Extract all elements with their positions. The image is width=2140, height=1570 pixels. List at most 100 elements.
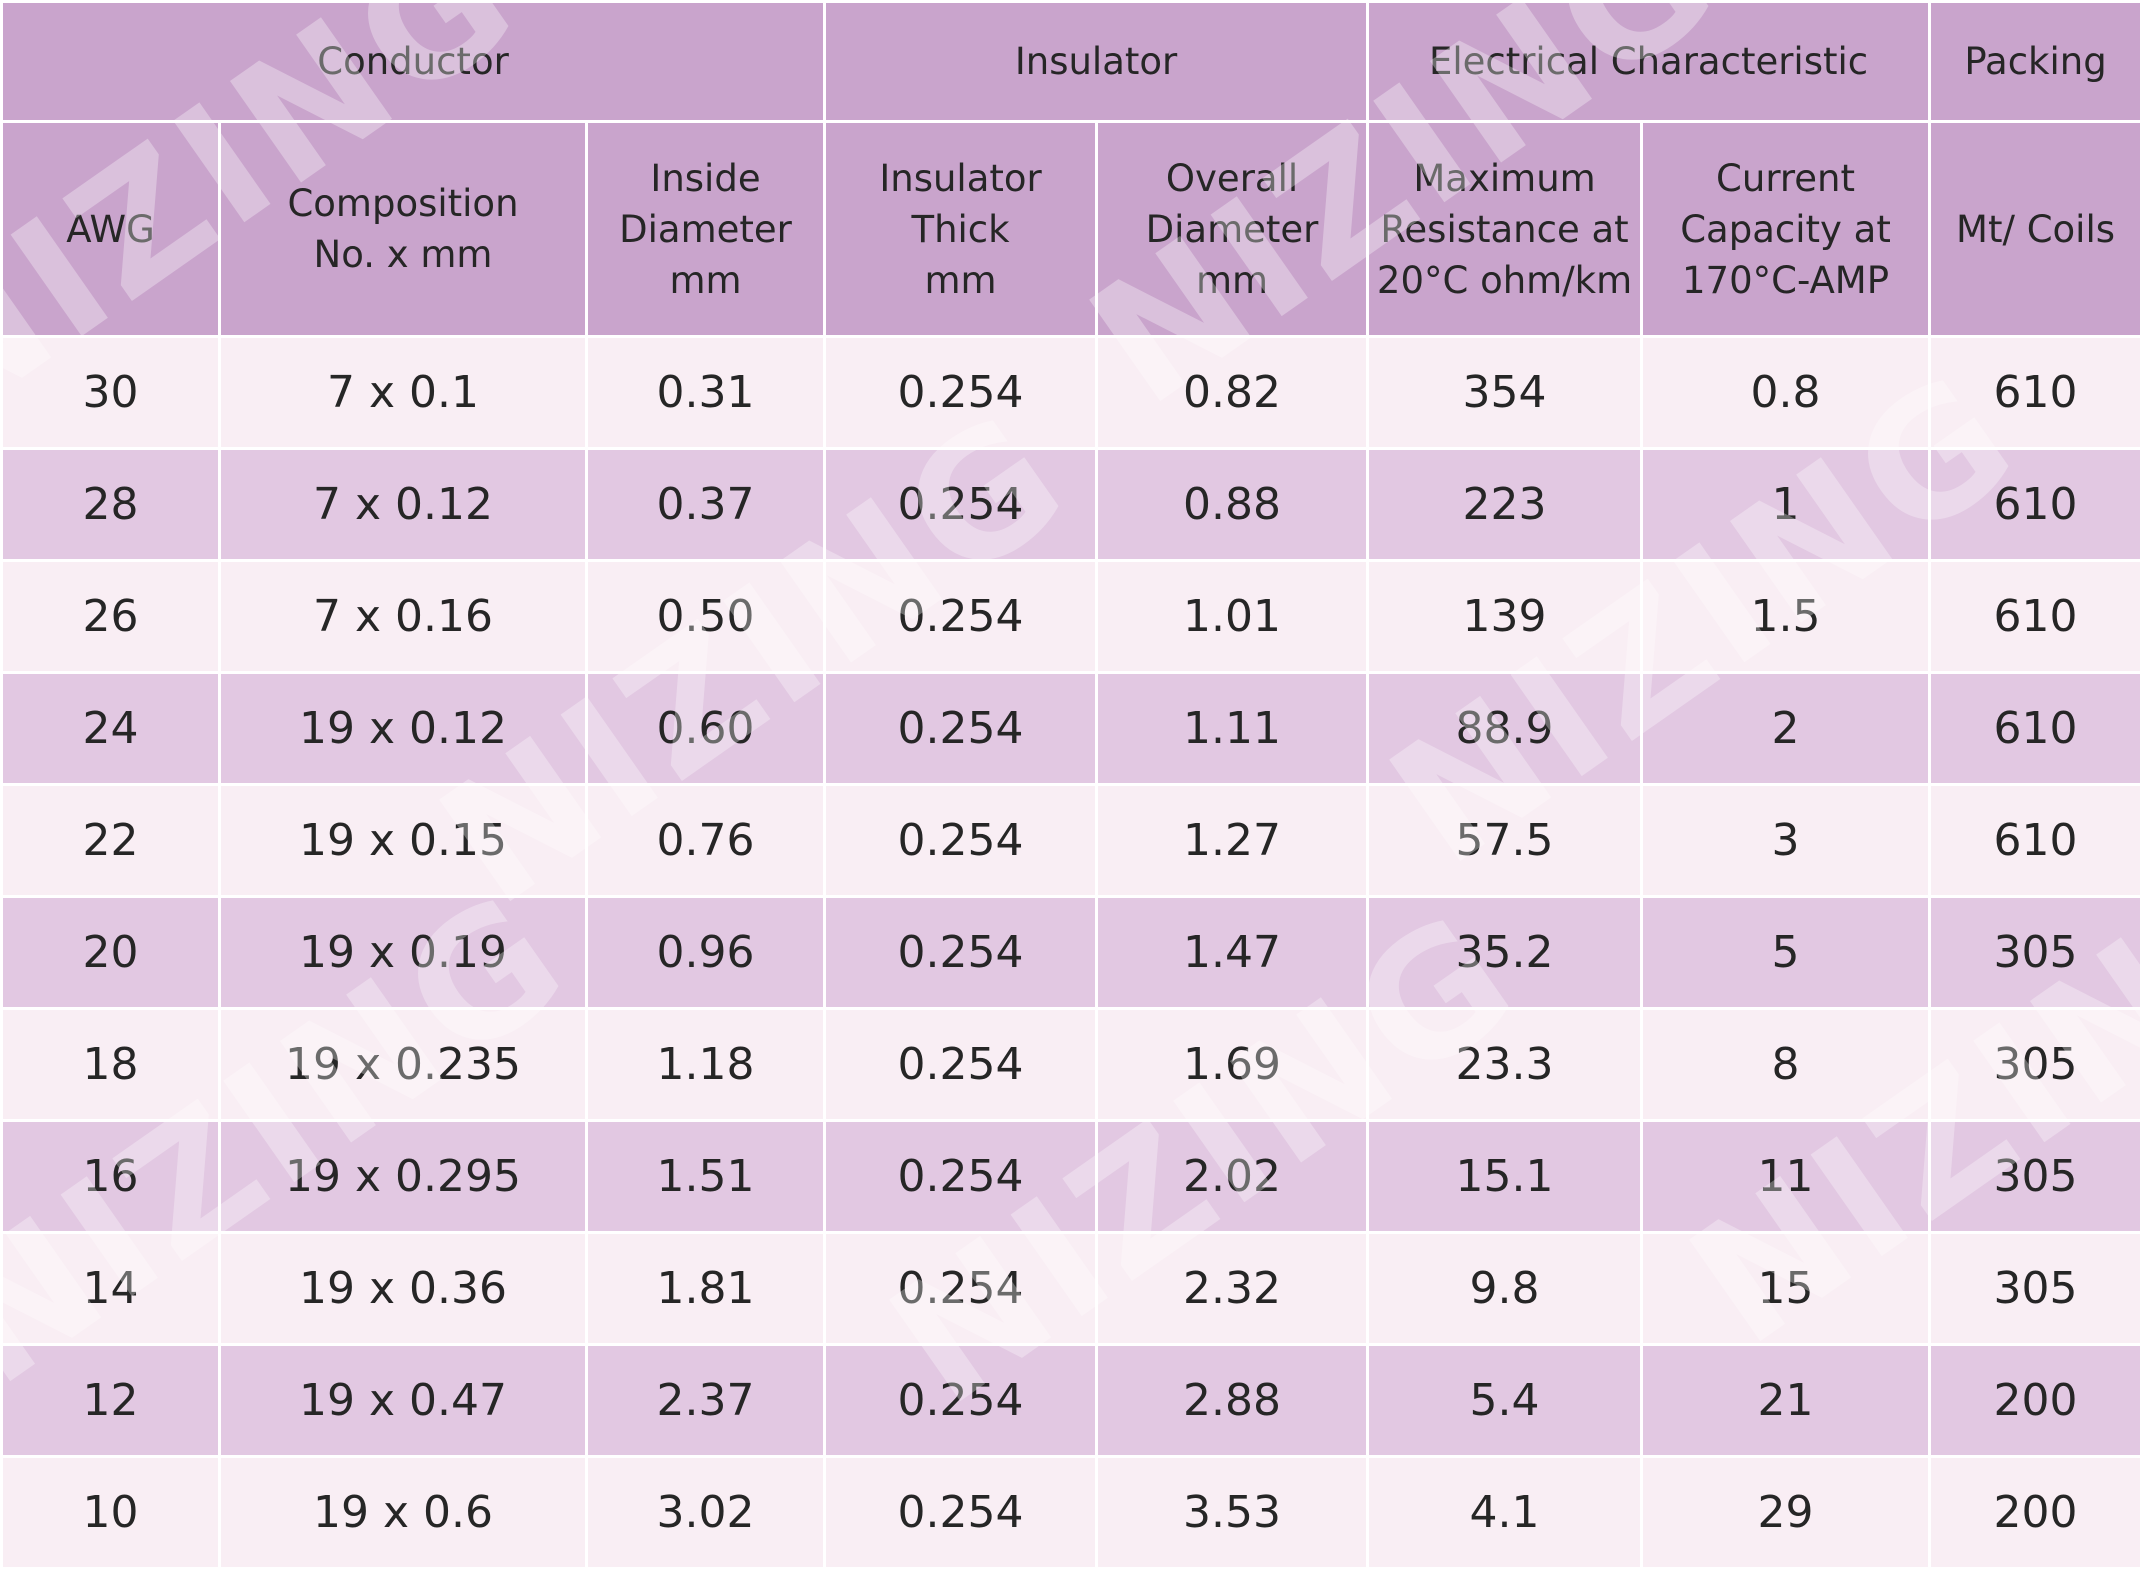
col-awg: AWG [2, 122, 220, 337]
cell-current-capacity: 15 [1642, 1233, 1930, 1345]
cell-insulator-thick: 0.254 [825, 897, 1097, 1009]
col-awg-label: AWG [3, 204, 218, 255]
cell-current-capacity: 1.5 [1642, 561, 1930, 673]
cell-overall-diameter: 1.01 [1097, 561, 1368, 673]
cell-max-resistance: 5.4 [1368, 1345, 1642, 1457]
cell-current-capacity: 3 [1642, 785, 1930, 897]
cell-max-resistance: 4.1 [1368, 1457, 1642, 1569]
cell-overall-diameter: 2.32 [1097, 1233, 1368, 1345]
cell-composition: 19 x 0.36 [220, 1233, 587, 1345]
cell-mt-coils: 610 [1930, 561, 2140, 673]
cell-inside-diameter: 0.31 [587, 337, 825, 449]
cell-overall-diameter: 2.02 [1097, 1121, 1368, 1233]
cell-insulator-thick: 0.254 [825, 1009, 1097, 1121]
cell-max-resistance: 23.3 [1368, 1009, 1642, 1121]
cell-awg: 30 [2, 337, 220, 449]
cell-composition: 19 x 0.15 [220, 785, 587, 897]
cell-current-capacity: 8 [1642, 1009, 1930, 1121]
cell-composition: 7 x 0.1 [220, 337, 587, 449]
cell-mt-coils: 200 [1930, 1345, 2140, 1457]
col-mt-coils: Mt/ Coils [1930, 122, 2140, 337]
col-max-resistance-label: Maximum Resistance at 20°C ohm/km [1369, 153, 1640, 306]
col-inside-diameter: Inside Diameter mm [587, 122, 825, 337]
cell-awg: 10 [2, 1457, 220, 1569]
group-electrical: Electrical Characteristic [1368, 2, 1930, 122]
table-row: 10 19 x 0.6 3.02 0.254 3.53 4.1 29 200 [2, 1457, 2140, 1569]
cell-mt-coils: 305 [1930, 897, 2140, 1009]
cell-insulator-thick: 0.254 [825, 1345, 1097, 1457]
table-row: 28 7 x 0.12 0.37 0.254 0.88 223 1 610 [2, 449, 2140, 561]
cell-insulator-thick: 0.254 [825, 673, 1097, 785]
cell-max-resistance: 9.8 [1368, 1233, 1642, 1345]
cell-max-resistance: 88.9 [1368, 673, 1642, 785]
col-overall-diameter-label: Overall Diameter mm [1098, 153, 1366, 306]
cell-awg: 22 [2, 785, 220, 897]
cell-max-resistance: 15.1 [1368, 1121, 1642, 1233]
cell-overall-diameter: 1.47 [1097, 897, 1368, 1009]
cell-composition: 19 x 0.19 [220, 897, 587, 1009]
cell-current-capacity: 2 [1642, 673, 1930, 785]
table-row: 20 19 x 0.19 0.96 0.254 1.47 35.2 5 305 [2, 897, 2140, 1009]
cell-insulator-thick: 0.254 [825, 1121, 1097, 1233]
cell-composition: 19 x 0.295 [220, 1121, 587, 1233]
cell-mt-coils: 200 [1930, 1457, 2140, 1569]
cell-inside-diameter: 1.51 [587, 1121, 825, 1233]
column-header-row: AWG Composition No. x mm Inside Diameter… [2, 122, 2140, 337]
cell-awg: 18 [2, 1009, 220, 1121]
cell-overall-diameter: 2.88 [1097, 1345, 1368, 1457]
col-insulator-thick-label: Insulator Thick mm [826, 153, 1095, 306]
cell-mt-coils: 610 [1930, 449, 2140, 561]
group-header-row: Conductor Insulator Electrical Character… [2, 2, 2140, 122]
cell-composition: 7 x 0.12 [220, 449, 587, 561]
cell-overall-diameter: 1.27 [1097, 785, 1368, 897]
cell-overall-diameter: 1.11 [1097, 673, 1368, 785]
cell-inside-diameter: 0.37 [587, 449, 825, 561]
table-row: 30 7 x 0.1 0.31 0.254 0.82 354 0.8 610 [2, 337, 2140, 449]
cell-awg: 12 [2, 1345, 220, 1457]
cell-awg: 24 [2, 673, 220, 785]
col-current-capacity-label: Current Capacity at 170°C-AMP [1643, 153, 1928, 306]
col-composition: Composition No. x mm [220, 122, 587, 337]
cell-composition: 19 x 0.12 [220, 673, 587, 785]
cell-overall-diameter: 0.82 [1097, 337, 1368, 449]
table-row: 22 19 x 0.15 0.76 0.254 1.27 57.5 3 610 [2, 785, 2140, 897]
cell-insulator-thick: 0.254 [825, 561, 1097, 673]
col-current-capacity: Current Capacity at 170°C-AMP [1642, 122, 1930, 337]
group-packing: Packing [1930, 2, 2140, 122]
cell-overall-diameter: 0.88 [1097, 449, 1368, 561]
cell-current-capacity: 0.8 [1642, 337, 1930, 449]
cell-insulator-thick: 0.254 [825, 449, 1097, 561]
cell-current-capacity: 29 [1642, 1457, 1930, 1569]
col-mt-coils-label: Mt/ Coils [1931, 204, 2140, 255]
cell-mt-coils: 305 [1930, 1121, 2140, 1233]
cell-max-resistance: 223 [1368, 449, 1642, 561]
table-row: 14 19 x 0.36 1.81 0.254 2.32 9.8 15 305 [2, 1233, 2140, 1345]
cell-max-resistance: 354 [1368, 337, 1642, 449]
table-row: 12 19 x 0.47 2.37 0.254 2.88 5.4 21 200 [2, 1345, 2140, 1457]
cell-insulator-thick: 0.254 [825, 785, 1097, 897]
cell-inside-diameter: 0.76 [587, 785, 825, 897]
cell-composition: 19 x 0.235 [220, 1009, 587, 1121]
cell-max-resistance: 57.5 [1368, 785, 1642, 897]
cell-inside-diameter: 0.50 [587, 561, 825, 673]
table-row: 26 7 x 0.16 0.50 0.254 1.01 139 1.5 610 [2, 561, 2140, 673]
cell-current-capacity: 5 [1642, 897, 1930, 1009]
table-row: 16 19 x 0.295 1.51 0.254 2.02 15.1 11 30… [2, 1121, 2140, 1233]
cell-composition: 7 x 0.16 [220, 561, 587, 673]
cell-inside-diameter: 0.96 [587, 897, 825, 1009]
cell-inside-diameter: 1.81 [587, 1233, 825, 1345]
cell-awg: 16 [2, 1121, 220, 1233]
table-row: 24 19 x 0.12 0.60 0.254 1.11 88.9 2 610 [2, 673, 2140, 785]
group-insulator: Insulator [825, 2, 1368, 122]
cell-overall-diameter: 1.69 [1097, 1009, 1368, 1121]
cell-inside-diameter: 1.18 [587, 1009, 825, 1121]
cell-composition: 19 x 0.47 [220, 1345, 587, 1457]
cell-current-capacity: 1 [1642, 449, 1930, 561]
col-insulator-thick: Insulator Thick mm [825, 122, 1097, 337]
cell-inside-diameter: 3.02 [587, 1457, 825, 1569]
cell-max-resistance: 139 [1368, 561, 1642, 673]
cell-current-capacity: 21 [1642, 1345, 1930, 1457]
cell-awg: 28 [2, 449, 220, 561]
cell-composition: 19 x 0.6 [220, 1457, 587, 1569]
